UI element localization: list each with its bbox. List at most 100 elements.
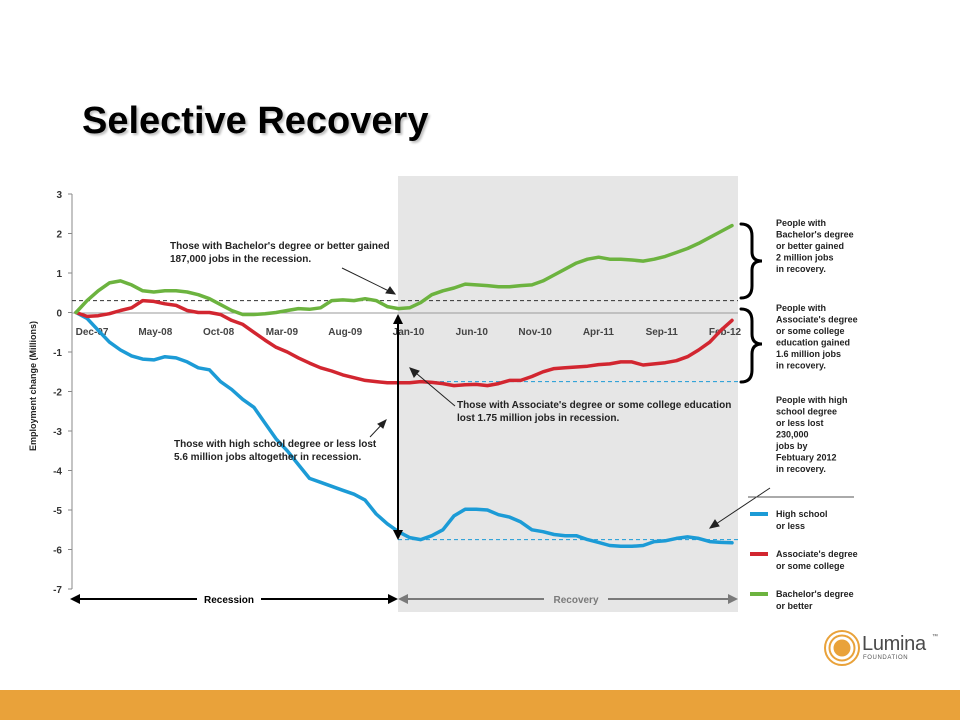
x-tick-label: Nov-10: [518, 327, 552, 338]
high-school-line: [74, 310, 734, 549]
side-note-line: 2 million jobs: [776, 253, 834, 263]
logo-trademark: ™: [932, 634, 938, 640]
recession-phase-arrow-right: [388, 594, 398, 604]
x-tick-label: Jun-10: [456, 327, 489, 338]
bachelors-line: [74, 223, 734, 317]
y-tick-label: 2: [56, 230, 62, 241]
y-tick-label: -2: [53, 388, 62, 399]
side-note-line: 1.6 million jobs: [776, 349, 841, 359]
high-school-annotation-line-2: 5.6 million jobs altogether in recession…: [174, 452, 361, 463]
side-note-line: People with high: [776, 395, 848, 405]
lumina-foundation-logo: Lumina ™ FOUNDATION: [824, 628, 944, 668]
high-school-side-note: People with high school degree or less los…: [775, 395, 848, 474]
recovery-shaded-region: [398, 176, 738, 612]
legend-entry-line: or less: [776, 521, 805, 531]
side-note-line: or some college: [776, 326, 845, 336]
slide-title: Selective Recovery: [82, 100, 429, 142]
x-tick-label: Sep-11: [646, 327, 679, 338]
x-tick-label: Aug-09: [328, 327, 362, 338]
high-school-annotation-line-1: Those with high school degree or less lo…: [174, 439, 377, 450]
y-tick-label: -4: [53, 467, 62, 478]
recession-loss-arrow-top: [393, 314, 403, 324]
side-note-line: People with: [776, 218, 826, 228]
x-tick-label: Apr-11: [583, 327, 615, 338]
lumina-sun-icon: [824, 630, 860, 666]
x-tick-label: Oct-08: [203, 327, 235, 338]
y-tick-label: 3: [56, 190, 62, 201]
y-tick-label: -7: [53, 585, 62, 596]
legend-entry-line: High school: [776, 509, 828, 519]
x-axis-ticks: Dec-07 May-08 Oct-08 Mar-09 Aug-09 Jan-10 Jun-…: [76, 327, 742, 338]
legend-entry-line: or some college: [776, 561, 845, 571]
bachelors-annotation-line-2: 187,000 jobs in the recession.: [170, 254, 311, 265]
recovery-phase-arrow-left: [398, 594, 408, 604]
x-tick-label: May-08: [138, 327, 172, 338]
high-school-annotation-arrowhead: [377, 418, 387, 429]
y-tick-label: 1: [56, 269, 62, 280]
recession-loss-arrow-bottom: [393, 530, 403, 540]
y-tick-label: -5: [53, 506, 62, 517]
high-school-annotation: Those with high school degree or less lo…: [174, 439, 379, 463]
associates-annotation-line-2: lost 1.75 million jobs in recession.: [457, 413, 619, 424]
recovery-phase: Recovery: [398, 591, 738, 607]
side-note-line: in recovery.: [776, 361, 826, 371]
legend-entry: Bachelor's degree or better: [776, 589, 854, 611]
legend-entry: High school or less: [776, 509, 828, 531]
recession-phase-arrow-left: [70, 594, 80, 604]
side-note-line: People with: [776, 303, 826, 313]
side-braces: [739, 222, 763, 384]
x-tick-label: Feb-12: [709, 327, 742, 338]
side-note-line: Associate's degree: [776, 315, 858, 325]
side-note-line: in recovery.: [776, 264, 826, 274]
recovery-phase-arrow-right: [728, 594, 738, 604]
recession-loss-arrow: [393, 314, 403, 540]
series-lines: [74, 223, 734, 549]
y-axis-title: Employment change (Millions): [28, 321, 38, 451]
associates-brace: [739, 307, 763, 384]
legend-entry-line: Associate's degree: [776, 549, 858, 559]
footer-bar: [0, 690, 960, 720]
recovery-label-bg: [544, 591, 608, 607]
bachelors-annotation-arrow: [341, 267, 396, 295]
associates-side-note: People with Associate's degree or some col…: [776, 303, 858, 371]
x-tick-label: Jan-10: [393, 327, 425, 338]
associates-line: [74, 298, 734, 388]
x-tick-label: Mar-09: [266, 327, 299, 338]
side-note-line: Bachelor's degree: [776, 230, 854, 240]
legend-entry-line: or better: [776, 601, 813, 611]
bachelors-brace: [739, 222, 763, 300]
side-notes: People with Bachelor's degree or better ga…: [775, 218, 858, 474]
reference-lines: [72, 300, 738, 541]
annotation-arrows: [341, 267, 771, 529]
associates-annotation: Those with Associate's degree or some co…: [457, 400, 734, 424]
side-note-high-school-arrowhead: [708, 519, 720, 529]
recession-label-bg: [197, 591, 261, 607]
x-tick-label: Dec-07: [76, 327, 109, 338]
bachelors-annotation-line-1: Those with Bachelor's degree or better g…: [170, 241, 390, 252]
logo-subtitle: FOUNDATION: [863, 655, 909, 661]
side-note-line: or less lost: [776, 418, 824, 428]
y-axis-ticks: 3 2 1 0 -1 -2 -3 -4 -5 -6 -7: [53, 190, 72, 596]
legend-entry: Associate's degree or some college: [776, 549, 858, 571]
bachelors-annotation: Those with Bachelor's degree or better g…: [170, 241, 392, 265]
y-tick-label: 0: [56, 309, 62, 320]
y-tick-label: -3: [53, 427, 62, 438]
side-note-line: in recovery.: [776, 464, 826, 474]
legend-entry-line: Bachelor's degree: [776, 589, 854, 599]
side-note-line: education gained: [776, 338, 850, 348]
side-note-line: school degree: [776, 407, 837, 417]
bachelors-side-note: People with Bachelor's degree or better ga…: [776, 218, 854, 274]
recession-phase: Recession: [70, 591, 398, 607]
side-note-high-school-arrow: [709, 487, 771, 529]
bachelors-annotation-arrowhead: [385, 286, 397, 295]
associates-annotation-line-1: Those with Associate's degree or some co…: [457, 400, 731, 411]
legend: High school or less Associate's degree or s…: [750, 509, 858, 611]
side-note-line: jobs by: [775, 441, 808, 451]
associates-annotation-arrow: [409, 367, 456, 407]
recession-label: Recession: [204, 595, 254, 606]
side-note-line: or better gained: [776, 241, 844, 251]
side-note-line: 230,000: [776, 430, 809, 440]
associates-annotation-arrowhead: [409, 367, 420, 378]
y-tick-label: -1: [53, 348, 62, 359]
